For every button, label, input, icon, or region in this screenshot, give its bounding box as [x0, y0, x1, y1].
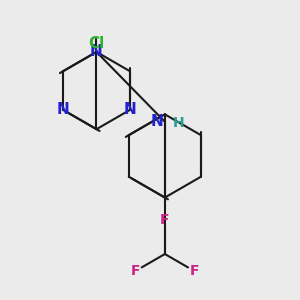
- Text: F: F: [190, 264, 199, 278]
- Text: F: F: [130, 264, 140, 278]
- Text: N: N: [90, 44, 103, 59]
- Text: Cl: Cl: [88, 35, 105, 50]
- Text: H: H: [172, 116, 184, 130]
- Text: F: F: [160, 213, 170, 227]
- Text: N: N: [124, 102, 136, 117]
- Text: N: N: [151, 114, 164, 129]
- Text: N: N: [57, 102, 69, 117]
